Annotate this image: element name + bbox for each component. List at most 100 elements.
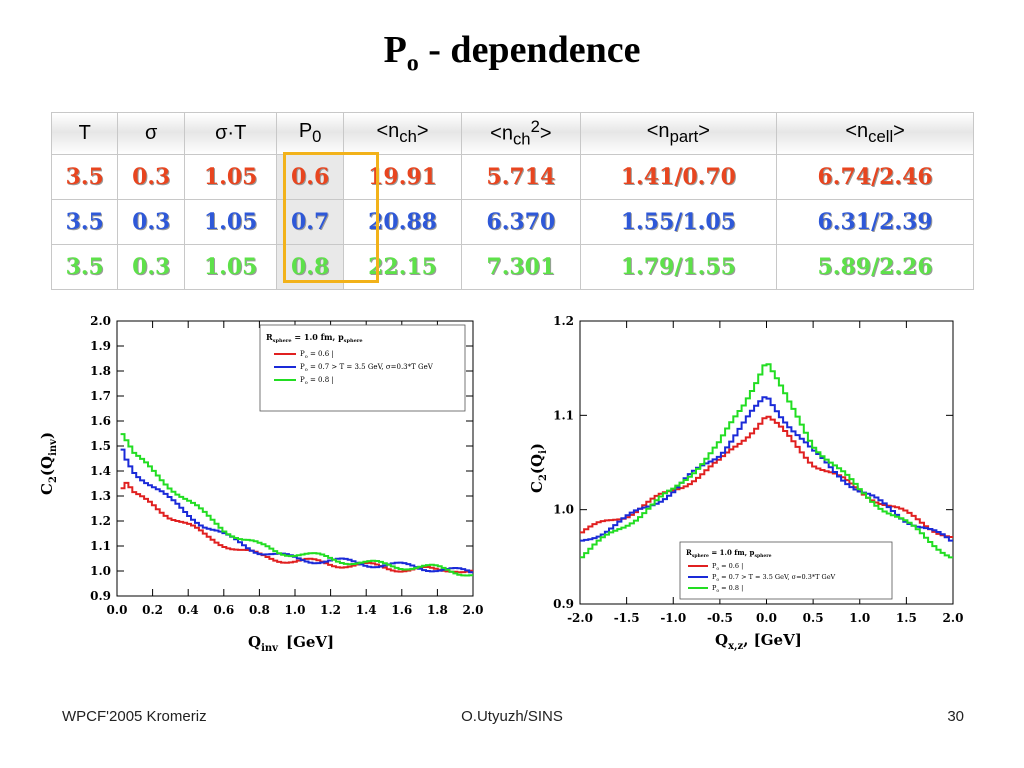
table-cell: 1.79/1.55 (579, 244, 778, 290)
legend-label-2: Po = 0.8 | (300, 376, 334, 386)
y-tick-label: 2.0 (90, 314, 111, 328)
table-cell: 1.05 (183, 199, 278, 245)
y-tick-label: 0.9 (90, 589, 111, 603)
table-cell: 5.89/2.26 (776, 244, 974, 290)
header-sigma-t: σ·T (183, 112, 278, 155)
table-cell: 22.15 (342, 244, 463, 290)
header-sigma: σ (117, 112, 185, 155)
x-tick-label: 0.0 (107, 603, 128, 617)
table-cell: 19.91 (342, 154, 463, 200)
x-tick-label: 0.4 (178, 603, 199, 617)
axis-ticks: -2.0 -1.5 -1.0 -0.5 0.0 0.5 1.0 1.5 2.0 0.9 1.0 1.1… (553, 314, 963, 625)
x-axis-label: Qx,z, [GeV] (715, 631, 802, 652)
y-tick-label: 1.7 (90, 389, 111, 403)
y-tick-label: 1.9 (90, 339, 111, 353)
table-cell-p0: 0.8 (276, 244, 344, 290)
table-cell: 6.74/2.46 (776, 154, 974, 200)
legend: Rsphere = 1.0 fm, psphere Po = 0.6 | Po … (259, 324, 466, 412)
x-tick-label: 1.0 (849, 611, 870, 625)
series-group (120, 433, 473, 577)
header-p0: P0 (276, 112, 344, 155)
table-header-row: T σ σ·T P0 <nch> <nch2> <npart> <ncell> (50, 112, 974, 155)
footer-conference: WPCF'2005 Kromeriz (62, 708, 207, 725)
header-T: T (50, 112, 119, 155)
x-tick-label: 1.6 (391, 603, 412, 617)
x-tick-label: 0.2 (142, 603, 163, 617)
y-tick-label: 1.1 (553, 408, 574, 422)
table-cell: 1.05 (183, 244, 278, 290)
slide-title: Po - dependence (383, 29, 641, 77)
series-group (580, 363, 953, 559)
table-cell: 1.05 (183, 154, 278, 200)
y-tick-label: 1.0 (553, 503, 574, 517)
table-cell: 0.3 (117, 199, 185, 245)
table-cell: 3.5 (50, 244, 119, 290)
table-cell: 3.5 (50, 199, 119, 245)
cf-qinv-plot: 0.0 0.2 0.4 0.6 0.8 1.0 1.2 1.4 1.6 1.8 2.0 0.9 1.0 1… (38, 314, 483, 654)
table-cell: 5.714 (461, 154, 581, 200)
table-cell: 3.5 (50, 154, 119, 200)
x-tick-label: -0.5 (707, 611, 733, 625)
table-cell: 6.370 (461, 199, 581, 245)
header-nch: <nch> (342, 112, 463, 155)
series-line (580, 363, 953, 559)
series-line (120, 433, 473, 577)
legend-label-1: Po = 0.7 > T = 3.5 GeV, σ=0.3*T GeV (300, 363, 434, 373)
legend-title: Rsphere = 1.0 fm, psphere (686, 548, 772, 559)
y-tick-label: 1.8 (90, 364, 111, 378)
x-tick-label: 0.0 (756, 611, 777, 625)
table-cell: 0.3 (117, 154, 185, 200)
y-tick-label: 1.3 (90, 489, 111, 503)
table-row: 3.5 0.3 1.05 0.8 22.15 7.301 1.79/1.55 5… (50, 244, 974, 290)
x-tick-label: -1.5 (614, 611, 640, 625)
table-cell: 7.301 (461, 244, 581, 290)
table-cell: 0.3 (117, 244, 185, 290)
header-ncell: <ncell> (776, 112, 974, 155)
x-tick-label: 0.8 (249, 603, 270, 617)
legend-box (679, 541, 893, 600)
table-cell: 6.31/2.39 (776, 199, 974, 245)
x-tick-label: 1.4 (356, 603, 377, 617)
legend-label-0: Po = 0.6 | (712, 562, 743, 572)
table-row: 3.5 0.3 1.05 0.6 19.91 5.714 1.41/0.70 6… (50, 154, 974, 200)
x-tick-label: 0.6 (213, 603, 234, 617)
y-tick-label: 1.0 (90, 564, 111, 578)
x-tick-label: -2.0 (567, 611, 593, 625)
table-cell-p0: 0.6 (276, 154, 344, 200)
table-cell: 1.41/0.70 (579, 154, 778, 200)
legend-label-0: Po = 0.6 | (300, 350, 334, 360)
x-axis-label: Qinv [GeV] (248, 633, 334, 654)
header-nch2: <nch2> (461, 112, 581, 155)
table-cell: 1.55/1.05 (579, 199, 778, 245)
header-npart: <npart> (579, 112, 778, 155)
x-tick-label: 1.2 (320, 603, 341, 617)
y-axis-label: C2(Qi) (528, 443, 549, 493)
x-tick-label: -1.0 (660, 611, 686, 625)
table-row: 3.5 0.3 1.05 0.7 20.88 6.370 1.55/1.05 6… (50, 199, 974, 245)
x-tick-label: 2.0 (463, 603, 484, 617)
x-tick-label: 1.0 (285, 603, 306, 617)
y-tick-label: 1.2 (90, 514, 111, 528)
series-line (120, 448, 473, 574)
table-cell-p0: 0.7 (276, 199, 344, 245)
table-cell: 20.88 (342, 199, 463, 245)
legend: Rsphere = 1.0 fm, psphere Po = 0.6 | Po … (679, 541, 893, 600)
x-tick-label: 2.0 (943, 611, 964, 625)
legend-title: Rsphere = 1.0 fm, psphere (266, 332, 363, 344)
x-tick-label: 1.8 (427, 603, 448, 617)
axis-ticks: 0.0 0.2 0.4 0.6 0.8 1.0 1.2 1.4 1.6 1.8 2.0 0.9 1.0 1… (90, 314, 483, 617)
y-tick-label: 1.2 (553, 314, 574, 328)
footer-author: O.Utyuzh/SINS (461, 708, 563, 725)
y-axis-label: C2(Qinv) (38, 432, 59, 495)
parameter-table: T σ σ·T P0 <nch> <nch2> <npart> <ncell> … (50, 112, 974, 290)
x-tick-label: 1.5 (896, 611, 917, 625)
legend-label-1: Po = 0.7 > T = 3.5 GeV, σ=0.3*T GeV (712, 573, 836, 583)
y-tick-label: 1.4 (90, 464, 111, 478)
x-tick-label: 0.5 (803, 611, 824, 625)
cf-qxz-plot: -2.0 -1.5 -1.0 -0.5 0.0 0.5 1.0 1.5 2.0 0.9 1.0 1.1… (528, 314, 963, 652)
legend-label-2: Po = 0.8 | (712, 584, 743, 594)
y-tick-label: 1.1 (90, 539, 111, 553)
y-tick-label: 0.9 (553, 597, 574, 611)
y-tick-label: 1.6 (90, 414, 111, 428)
series-line (580, 396, 953, 542)
